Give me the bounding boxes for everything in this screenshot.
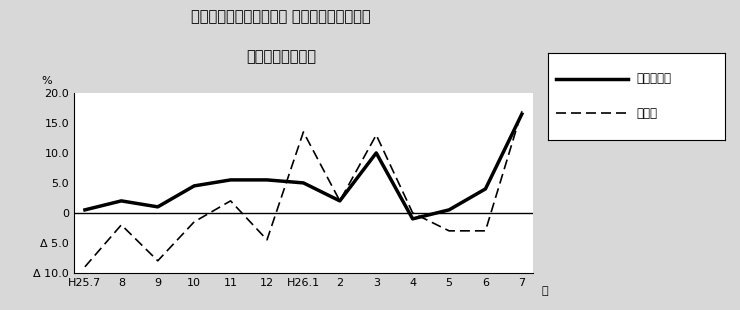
調査産業計 [408, 217, 417, 221]
調査産業計 [445, 208, 454, 212]
調査産業計 [371, 151, 380, 155]
Text: 製造業: 製造業 [636, 107, 657, 120]
調査産業計 [517, 112, 526, 116]
Line: 調査産業計: 調査産業計 [85, 114, 522, 219]
調査産業計 [226, 178, 235, 182]
製造業 [335, 199, 344, 203]
製造業 [408, 211, 417, 215]
調査産業計 [189, 184, 198, 188]
製造業 [117, 223, 126, 227]
製造業 [153, 259, 162, 263]
調査産業計 [117, 199, 126, 203]
製造業 [81, 265, 90, 269]
Line: 製造業: 製造業 [85, 111, 522, 267]
調査産業計 [81, 208, 90, 212]
調査産業計 [153, 205, 162, 209]
調査産業計 [299, 181, 308, 185]
製造業 [517, 109, 526, 113]
Text: 調査産業計: 調査産業計 [636, 72, 671, 85]
製造業 [299, 130, 308, 134]
製造業 [226, 199, 235, 203]
製造業 [189, 220, 198, 224]
製造業 [445, 229, 454, 233]
調査産業計 [335, 199, 344, 203]
Text: 月: 月 [542, 286, 548, 296]
Text: （規模５人以上）: （規模５人以上） [246, 50, 316, 64]
製造業 [481, 229, 490, 233]
調査産業計 [481, 187, 490, 191]
製造業 [263, 238, 272, 242]
Text: %: % [41, 76, 52, 86]
調査産業計 [263, 178, 272, 182]
Text: 第２図　所定外労働時間 対前年同月比の推移: 第２図 所定外労働時間 対前年同月比の推移 [192, 9, 371, 24]
製造業 [371, 133, 380, 137]
